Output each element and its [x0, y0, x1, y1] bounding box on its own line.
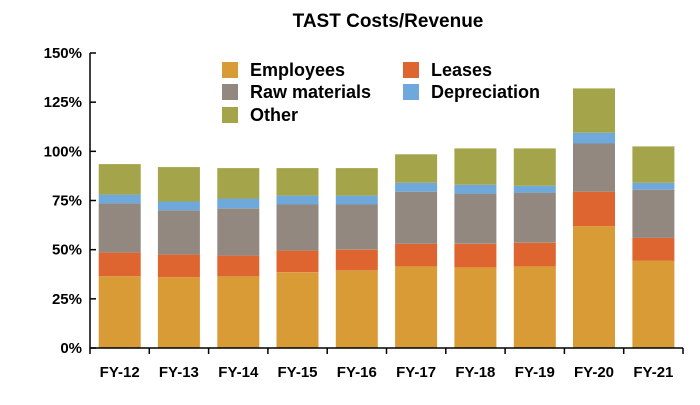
bar-segment-employees-fy-14 — [217, 276, 260, 348]
legend-label-depreciation: Depreciation — [431, 82, 540, 102]
bar-segment-depreciation-fy-19 — [513, 185, 556, 193]
bar-segment-raw-materials-fy-16 — [335, 204, 378, 250]
bar-segment-depreciation-fy-20 — [573, 132, 615, 144]
bar-segment-other-fy-12 — [98, 164, 141, 195]
legend-swatch-depreciation — [403, 84, 419, 100]
plot-area — [98, 88, 675, 348]
chart-title: TAST Costs/Revenue — [293, 11, 484, 32]
bar-segment-leases-fy-12 — [98, 252, 141, 277]
bar-segment-employees-fy-17 — [395, 266, 438, 348]
legend-swatch-leases — [403, 62, 419, 78]
legend-swatch-raw-materials — [222, 84, 238, 100]
bar-segment-raw-materials-fy-19 — [513, 192, 556, 243]
y-axis: 0% 25% 50% 75% 100% 125% 150% — [44, 45, 96, 357]
legend-label-employees: Employees — [250, 60, 345, 80]
y-tick-label: 100% — [44, 143, 82, 160]
bar-segment-employees-fy-19 — [513, 266, 556, 348]
bar-segment-other-fy-15 — [276, 168, 319, 196]
bar-segment-raw-materials-fy-12 — [98, 203, 141, 253]
bar-segment-leases-fy-15 — [276, 250, 319, 273]
legend-swatch-other — [222, 107, 238, 123]
bar-segment-employees-fy-18 — [454, 267, 497, 348]
bar-segment-raw-materials-fy-15 — [276, 204, 319, 251]
bar-segment-depreciation-fy-18 — [454, 184, 497, 194]
bar-segment-leases-fy-17 — [395, 243, 438, 267]
y-tick-label: 50% — [52, 242, 82, 259]
bar-segment-raw-materials-fy-14 — [217, 208, 260, 256]
x-tick-label: FY-12 — [100, 364, 140, 381]
bar-segment-leases-fy-13 — [157, 254, 200, 278]
bar-segment-other-fy-17 — [395, 154, 438, 183]
bar-segment-depreciation-fy-21 — [632, 182, 675, 190]
bar-segment-leases-fy-16 — [335, 249, 378, 271]
bar-segment-employees-fy-21 — [632, 260, 675, 348]
x-tick-label: FY-15 — [277, 364, 317, 381]
bar-segment-other-fy-14 — [217, 168, 260, 199]
y-tick-label: 75% — [52, 193, 82, 210]
bar-segment-depreciation-fy-12 — [98, 194, 141, 204]
x-axis: FY-12 FY-13 FY-14 FY-15 FY-16 FY-17 FY-18 FY-19… — [89, 347, 684, 381]
bar-segment-leases-fy-19 — [513, 242, 556, 267]
bar-segment-depreciation-fy-16 — [335, 195, 378, 205]
bar-segment-other-fy-19 — [513, 148, 556, 186]
bar-segment-depreciation-fy-15 — [276, 195, 319, 205]
bar-segment-leases-fy-18 — [454, 243, 497, 268]
x-tick-label: FY-13 — [159, 364, 199, 381]
bar-segment-other-fy-20 — [573, 88, 615, 133]
x-tick-label: FY-19 — [515, 364, 555, 381]
legend-label-leases: Leases — [431, 60, 492, 80]
bar-segment-depreciation-fy-13 — [157, 201, 200, 211]
y-tick-label: 150% — [44, 45, 82, 62]
x-tick-label: FY-14 — [218, 364, 259, 381]
x-tick-label: FY-17 — [396, 364, 436, 381]
bar-segment-leases-fy-14 — [217, 255, 260, 277]
x-tick-label: FY-16 — [337, 364, 377, 381]
bar-segment-other-fy-16 — [335, 168, 378, 196]
legend-label-raw-materials: Raw materials — [250, 82, 371, 102]
legend: Employees Leases Raw materials Depreciation… — [222, 60, 540, 125]
bar-segment-employees-fy-12 — [98, 276, 141, 348]
x-tick-label: FY-18 — [455, 364, 495, 381]
bar-segment-other-fy-21 — [632, 146, 675, 183]
bar-segment-raw-materials-fy-13 — [157, 210, 200, 255]
bar-segment-employees-fy-15 — [276, 272, 319, 348]
bar-segment-employees-fy-13 — [157, 277, 200, 348]
y-tick-label: 25% — [52, 291, 82, 308]
y-tick-label: 125% — [44, 94, 82, 111]
bar-segment-employees-fy-20 — [573, 226, 615, 348]
bar-segment-raw-materials-fy-20 — [573, 143, 615, 192]
bar-segment-other-fy-18 — [454, 148, 497, 185]
bar-segment-raw-materials-fy-21 — [632, 189, 675, 238]
bar-segment-leases-fy-21 — [632, 237, 675, 261]
bar-segment-leases-fy-20 — [573, 191, 615, 227]
bar-segment-raw-materials-fy-18 — [454, 193, 497, 244]
x-tick-label: FY-21 — [633, 364, 673, 381]
bar-segment-raw-materials-fy-17 — [395, 191, 438, 244]
y-tick-label: 0% — [60, 340, 82, 357]
x-tick-label: FY-20 — [574, 364, 614, 381]
legend-swatch-employees — [222, 62, 238, 78]
bar-segment-other-fy-13 — [157, 167, 200, 202]
bar-segment-depreciation-fy-17 — [395, 182, 438, 192]
bar-segment-employees-fy-16 — [335, 270, 378, 348]
bar-segment-depreciation-fy-14 — [217, 198, 260, 209]
legend-label-other: Other — [250, 105, 298, 125]
